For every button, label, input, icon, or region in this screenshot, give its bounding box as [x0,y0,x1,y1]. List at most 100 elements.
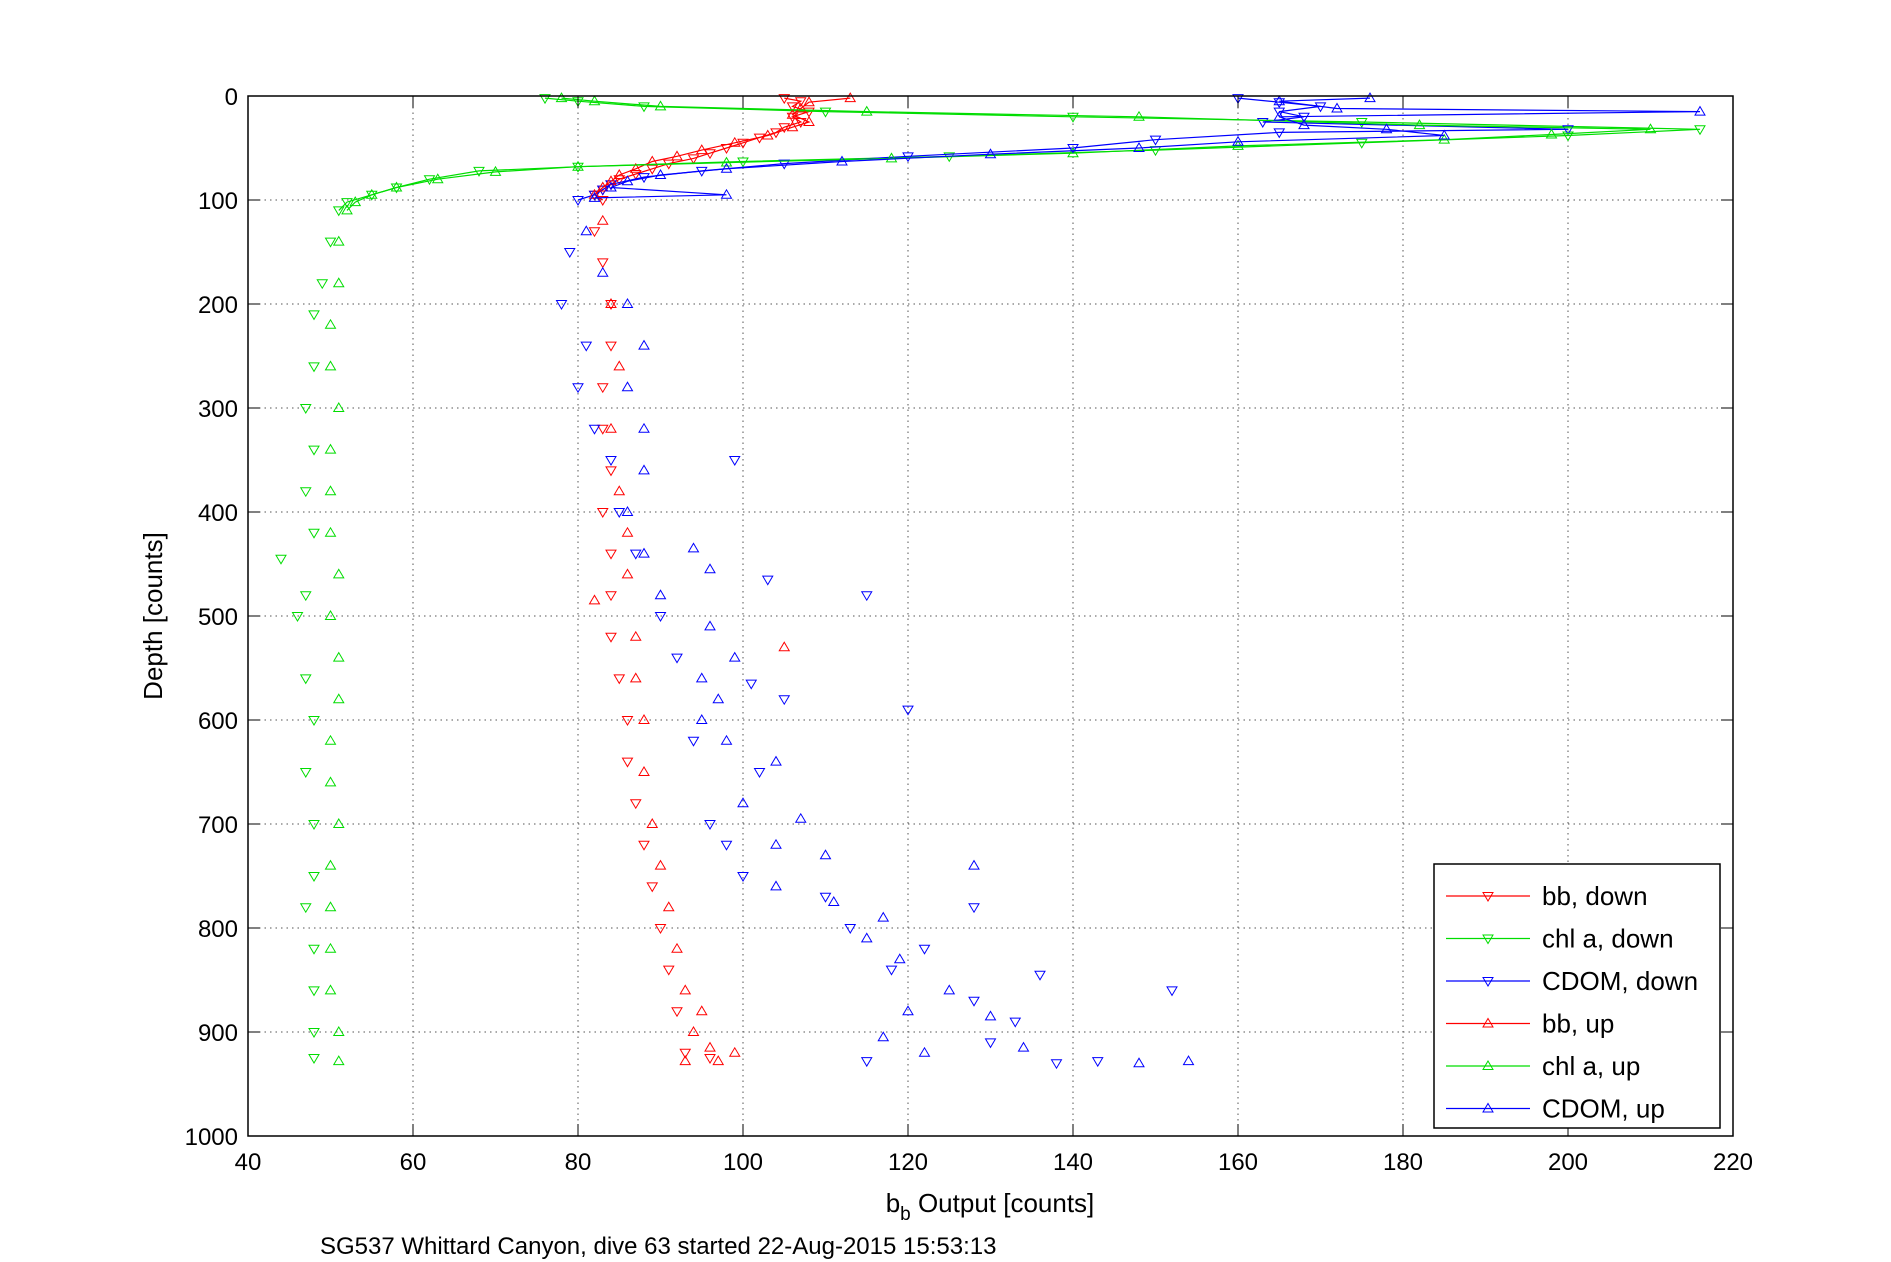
data-point-cdom-down [860,591,873,602]
data-point-chl-a-up [324,526,337,537]
data-point-bb-down [646,882,659,893]
x-tick-label: 60 [400,1149,427,1176]
data-point-bb-up [613,169,626,180]
data-point-cdom-up [770,755,782,766]
data-point-cdom-up [918,1046,931,1057]
data-point-chl-a-down [819,107,832,118]
data-point-bb-down [613,674,626,685]
data-point-cdom-down [778,695,791,706]
data-point-cdom-up [877,911,890,922]
data-point-chl-a-down [638,102,650,113]
data-point-cdom-up [1017,1041,1030,1052]
data-point-bb-up [662,901,675,912]
data-point-bb-up [629,630,642,641]
x-axis-label-subscript: b [900,1204,911,1225]
y-tick-label: 200 [198,292,238,319]
data-point-bb-up [588,594,601,605]
data-point-cdom-up [984,1010,997,1021]
data-point-cdom-up [1273,95,1286,106]
data-point-chl-a-down [299,674,312,685]
data-point-cdom-down [844,924,857,934]
data-point-chl-a-up [324,901,337,912]
data-point-bb-up [761,129,774,140]
y-tick-label: 0 [225,84,238,111]
data-point-chl-a-up [885,152,898,163]
data-point-chl-a-up [431,173,444,184]
data-point-bb-up [803,116,815,126]
data-point-bb-up [629,162,642,173]
data-point-cdom-down [613,508,626,518]
data-point-chl-a-up [324,360,337,371]
data-point-bb-up [613,485,626,496]
data-point-cdom-up [728,651,741,662]
data-point-cdom-up [687,542,700,553]
data-point-cdom-down [1067,144,1079,154]
data-point-chl-a-up [324,485,337,496]
data-point-chl-a-down [308,872,320,882]
x-axis-label-main: b [886,1188,900,1218]
data-point-chl-a-up [720,156,733,167]
data-point-cdom-down [1149,135,1162,146]
x-tick-label: 180 [1383,1149,1423,1176]
data-point-cdom-up [580,225,593,236]
data-point-bb-up [638,766,650,776]
data-point-cdom-down [902,705,914,716]
data-point-cdom-up [596,266,609,277]
data-point-cdom-down [572,383,584,394]
data-point-chl-a-down [308,362,320,373]
data-point-cdom-down [737,872,749,882]
data-point-chl-a-up [489,165,502,176]
data-point-cdom-up [1438,129,1451,140]
data-point-cdom-down [572,196,584,206]
data-point-bb-down [596,508,609,518]
data-point-cdom-down [968,996,980,1007]
legend-label-chl-a-down: chl a, down [1542,924,1674,954]
data-point-chl-a-down [308,528,320,539]
data-point-cdom-up [860,932,873,943]
data-point-chl-a-down [1694,125,1706,136]
data-point-cdom-up [654,169,667,180]
data-point-cdom-up [695,714,708,724]
data-point-bb-down [629,799,642,810]
x-tick-label: 40 [235,1149,262,1176]
y-tick-label: 600 [198,708,238,735]
data-point-chl-a-up [1545,128,1558,139]
data-point-chl-a-down [316,279,329,290]
data-point-chl-a-up [332,277,345,288]
data-point-bb-down [737,138,749,149]
data-point-chl-a-up [324,859,337,870]
data-point-cdom-up [893,953,906,964]
data-point-bb-down [654,924,667,934]
y-tick-label: 800 [198,916,238,943]
legend-marker-cdom-up [1482,1102,1494,1113]
data-point-bb-up [613,360,626,371]
data-point-cdom-down [605,456,617,466]
legend-marker-chl-a-up [1482,1060,1494,1070]
axis-ticks: 40 60 80 100 120 140 160 180 200 220 0 100 200 300 400… [185,84,1753,1176]
data-point-bb-down [596,383,609,394]
data-point-chl-a-up [555,92,568,103]
data-point-cdom-down [1273,107,1286,118]
series-bb-up [588,92,857,1066]
data-point-cdom-up [984,148,997,159]
data-point-chl-a-down [1562,131,1574,142]
legend-marker-bb-down [1482,892,1494,902]
data-point-chl-a-up [341,204,353,215]
data-point-bb-up [695,1005,708,1016]
data-point-bb-down [605,341,617,352]
caption: SG537 Whittard Canyon, dive 63 started 2… [320,1233,996,1260]
data-point-cdom-up [704,620,716,631]
data-point-chl-a-up [324,776,337,787]
data-point-bb-up [646,818,659,828]
data-point-chl-a-up [572,160,584,171]
data-point-cdom-down [720,840,733,851]
data-point-cdom-up [1694,105,1706,116]
data-point-bb-up [638,714,650,724]
data-point-chl-a-up [860,105,873,116]
y-tick-label: 700 [198,812,238,839]
data-point-chl-a-up [332,402,345,412]
y-tick-label: 500 [198,604,238,631]
data-point-bb-up [803,96,815,107]
data-point-cdom-up [621,506,634,516]
